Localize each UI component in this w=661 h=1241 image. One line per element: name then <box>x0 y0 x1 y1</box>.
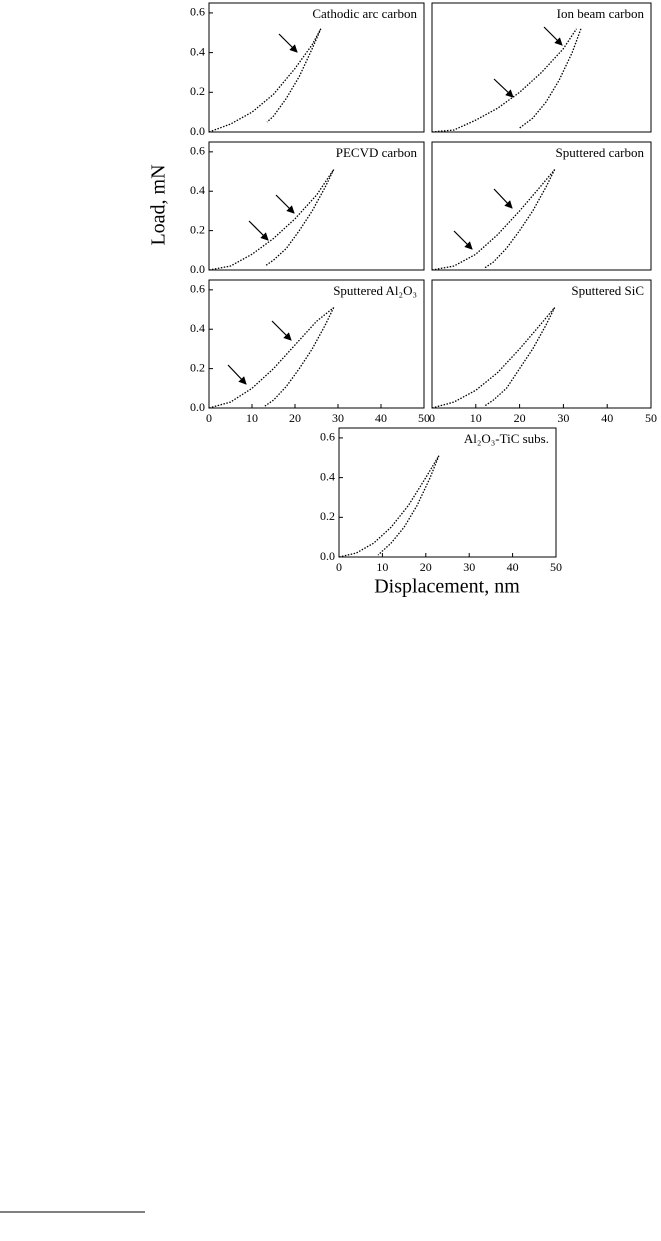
curve <box>431 169 556 271</box>
panel-title: Ion beam carbon <box>557 6 645 21</box>
curve <box>484 169 556 269</box>
y-tick-label: 0.2 <box>190 360 205 374</box>
curve <box>208 28 322 133</box>
arrow <box>493 78 514 98</box>
x-tick-label: 0 <box>206 411 212 425</box>
y-tick-label: 0.6 <box>320 430 335 444</box>
y-tick-label: 0.6 <box>190 5 205 19</box>
curve <box>338 455 440 558</box>
curve <box>266 28 322 123</box>
panel-title: Sputtered carbon <box>556 145 645 160</box>
curve <box>208 169 335 271</box>
x-tick-label: 40 <box>507 560 519 574</box>
y-tick-label: 0.2 <box>190 84 205 98</box>
x-tick-label: 40 <box>375 411 387 425</box>
x-tick-label: 20 <box>514 411 526 425</box>
x-tick-label: 0 <box>336 560 342 574</box>
y-tick-label: 0.6 <box>190 282 205 296</box>
arrows <box>227 26 563 385</box>
x-tick-label: 0 <box>429 411 435 425</box>
arrow <box>275 194 295 214</box>
panel-title: Al₂O₃-TiC subs. <box>464 431 549 446</box>
curve <box>431 28 578 133</box>
arrow <box>493 188 513 209</box>
y-tick-label: 0.2 <box>320 509 335 523</box>
y-tick-label: 0.4 <box>320 469 335 483</box>
x-tick-label: 30 <box>557 411 569 425</box>
arrow <box>248 220 269 241</box>
curve <box>519 28 582 129</box>
curve <box>377 455 440 556</box>
plot-frame <box>431 279 652 409</box>
plot-frame <box>208 141 425 271</box>
curve <box>208 307 335 409</box>
curve <box>484 307 556 407</box>
plot-frame <box>208 2 425 133</box>
y-tick-label: 0.4 <box>190 44 205 58</box>
arrow <box>453 230 473 250</box>
plot-frame <box>338 427 557 558</box>
curve <box>264 169 335 267</box>
x-tick-label: 50 <box>550 560 562 574</box>
x-tick-label: 50 <box>645 411 657 425</box>
panel-title: Cathodic arc carbon <box>312 6 417 21</box>
x-tick-label: 20 <box>420 560 432 574</box>
y-tick-label: 0.0 <box>190 400 205 414</box>
plot-frame <box>208 279 425 409</box>
curve <box>264 307 335 407</box>
x-tick-label: 30 <box>332 411 344 425</box>
y-tick-label: 0.2 <box>190 222 205 236</box>
arrow <box>227 364 247 385</box>
panel-title: Sputtered SiC <box>571 283 644 298</box>
y-axis-label: Load, mN <box>148 164 170 245</box>
plot-frame <box>431 141 652 271</box>
arrow <box>543 26 563 46</box>
x-tick-label: 50 <box>418 411 430 425</box>
plot-frame <box>431 2 652 133</box>
y-tick-label: 0.0 <box>190 262 205 276</box>
panel-title: PECVD carbon <box>336 145 418 160</box>
y-tick-label: 0.6 <box>190 144 205 158</box>
x-tick-label: 30 <box>463 560 475 574</box>
x-axis-label: Displacement, nm <box>374 576 520 598</box>
x-tick-label: 40 <box>601 411 613 425</box>
y-tick-label: 0.0 <box>320 549 335 563</box>
curve <box>431 307 556 409</box>
y-tick-label: 0.4 <box>190 321 205 335</box>
arrow <box>278 33 298 53</box>
x-tick-label: 20 <box>289 411 301 425</box>
y-tick-label: 0.4 <box>190 183 205 197</box>
arrow <box>271 320 292 341</box>
x-tick-label: 10 <box>470 411 482 425</box>
x-tick-label: 10 <box>376 560 388 574</box>
x-tick-label: 10 <box>246 411 258 425</box>
y-tick-label: 0.0 <box>190 124 205 138</box>
panel-title: Sputtered Al₂O₃ <box>333 283 417 298</box>
